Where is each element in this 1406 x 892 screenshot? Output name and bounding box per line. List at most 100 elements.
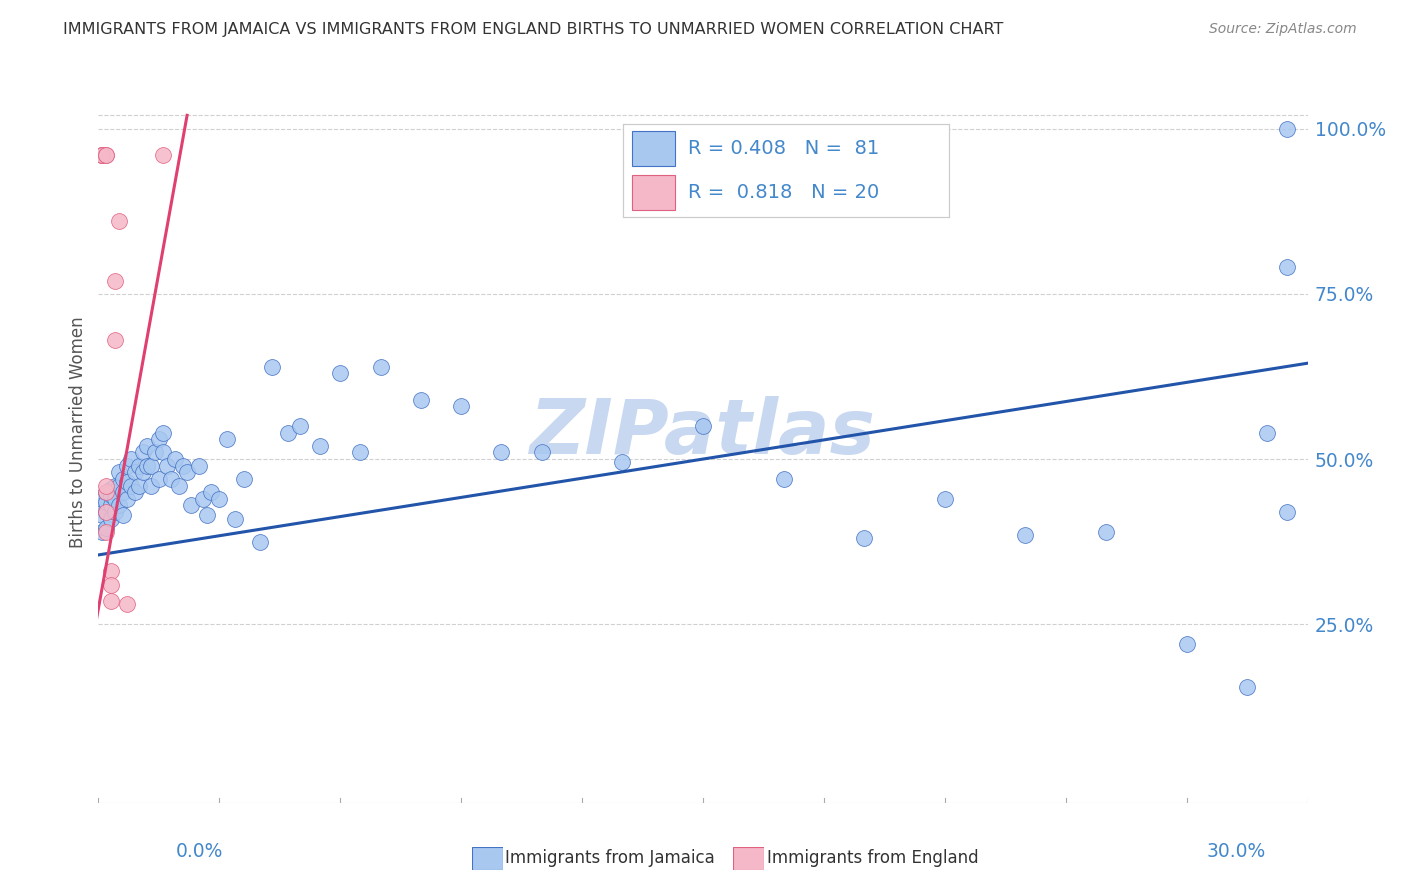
Point	[91, 148, 114, 162]
Point	[612, 455, 634, 469]
Point	[148, 472, 170, 486]
Point	[91, 499, 114, 513]
Point	[103, 274, 125, 288]
Point	[163, 452, 186, 467]
Point	[135, 439, 157, 453]
Point	[1095, 524, 1118, 539]
Point	[128, 458, 150, 473]
Point	[96, 478, 118, 492]
Point	[120, 478, 142, 492]
Point	[530, 445, 553, 459]
Point	[277, 425, 299, 440]
Point	[167, 478, 190, 492]
Point	[309, 439, 332, 453]
Point	[96, 505, 118, 519]
Text: R =  0.818   N = 20: R = 0.818 N = 20	[688, 184, 879, 202]
Point	[160, 472, 183, 486]
Point	[91, 148, 114, 162]
Point	[100, 499, 122, 513]
Point	[128, 478, 150, 492]
Point	[1277, 505, 1299, 519]
Point	[107, 214, 129, 228]
Point	[120, 452, 142, 467]
Point	[1236, 680, 1258, 694]
Point	[124, 485, 146, 500]
Y-axis label: Births to Unmarried Women: Births to Unmarried Women	[69, 317, 87, 549]
Point	[934, 491, 956, 506]
Point	[772, 472, 794, 486]
Point	[100, 577, 122, 591]
Point	[370, 359, 392, 374]
Point	[224, 511, 246, 525]
Point	[491, 445, 513, 459]
Point	[208, 491, 231, 506]
Text: Immigrants from England: Immigrants from England	[768, 849, 979, 867]
Point	[176, 465, 198, 479]
Point	[1014, 528, 1036, 542]
Point	[91, 524, 114, 539]
Point	[692, 419, 714, 434]
Text: IMMIGRANTS FROM JAMAICA VS IMMIGRANTS FROM ENGLAND BIRTHS TO UNMARRIED WOMEN COR: IMMIGRANTS FROM JAMAICA VS IMMIGRANTS FR…	[63, 22, 1004, 37]
Point	[100, 482, 122, 496]
Point	[124, 465, 146, 479]
Point	[96, 505, 118, 519]
Point	[409, 392, 432, 407]
Point	[195, 508, 218, 523]
Point	[1256, 425, 1278, 440]
Point	[96, 485, 118, 500]
Text: 30.0%: 30.0%	[1206, 842, 1265, 862]
Point	[217, 432, 239, 446]
Text: R = 0.408   N =  81: R = 0.408 N = 81	[688, 139, 879, 158]
Point	[103, 478, 125, 492]
Point	[329, 366, 352, 380]
Point	[152, 425, 174, 440]
Point	[96, 485, 118, 500]
Point	[91, 491, 114, 506]
Point	[91, 508, 114, 523]
Point	[288, 419, 311, 434]
Text: ZIPatlas: ZIPatlas	[530, 396, 876, 469]
Point	[100, 511, 122, 525]
Point	[96, 524, 118, 539]
Point	[132, 465, 155, 479]
Point	[107, 478, 129, 492]
Point	[172, 458, 194, 473]
Point	[152, 148, 174, 162]
Point	[260, 359, 283, 374]
Point	[96, 521, 118, 535]
Bar	[633, 131, 675, 166]
Point	[100, 488, 122, 502]
Bar	[633, 175, 675, 211]
Text: 0.0%: 0.0%	[176, 842, 224, 862]
Point	[111, 472, 134, 486]
Point	[91, 148, 114, 162]
Point	[100, 594, 122, 608]
Point	[103, 333, 125, 347]
Point	[152, 445, 174, 459]
Point	[349, 445, 371, 459]
Point	[143, 445, 166, 459]
Point	[200, 485, 222, 500]
Point	[96, 148, 118, 162]
Point	[139, 478, 162, 492]
Point	[853, 532, 876, 546]
Point	[1175, 637, 1198, 651]
Point	[1277, 121, 1299, 136]
Point	[1277, 260, 1299, 275]
Point	[232, 472, 254, 486]
Point	[450, 399, 472, 413]
Point	[193, 491, 215, 506]
Point	[115, 598, 138, 612]
Point	[91, 148, 114, 162]
Point	[148, 432, 170, 446]
Point	[188, 458, 211, 473]
Point	[115, 475, 138, 490]
Point	[139, 458, 162, 473]
Point	[107, 465, 129, 479]
Point	[111, 485, 134, 500]
Point	[107, 499, 129, 513]
Point	[135, 458, 157, 473]
Text: Immigrants from Jamaica: Immigrants from Jamaica	[506, 849, 716, 867]
Point	[249, 534, 271, 549]
Point	[96, 495, 118, 509]
